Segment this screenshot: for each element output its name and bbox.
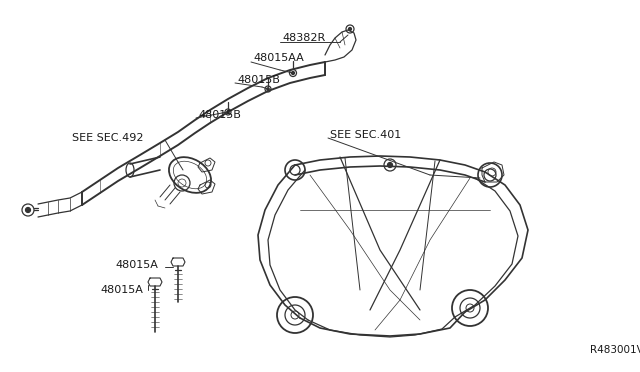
Text: R483001V: R483001V [590, 345, 640, 355]
Circle shape [349, 28, 351, 31]
Text: 48015B: 48015B [237, 75, 280, 85]
Circle shape [387, 163, 392, 167]
Text: SEE SEC.492: SEE SEC.492 [72, 133, 143, 143]
Text: 48015B: 48015B [198, 110, 241, 120]
Circle shape [227, 111, 229, 113]
Text: 48015A: 48015A [115, 260, 158, 270]
Text: 48015AA: 48015AA [253, 53, 304, 63]
Text: SEE SEC.401: SEE SEC.401 [330, 130, 401, 140]
Text: 48015A: 48015A [100, 285, 143, 295]
Circle shape [26, 208, 31, 212]
Circle shape [267, 88, 269, 90]
Text: 48382R: 48382R [282, 33, 325, 43]
Circle shape [291, 71, 294, 74]
